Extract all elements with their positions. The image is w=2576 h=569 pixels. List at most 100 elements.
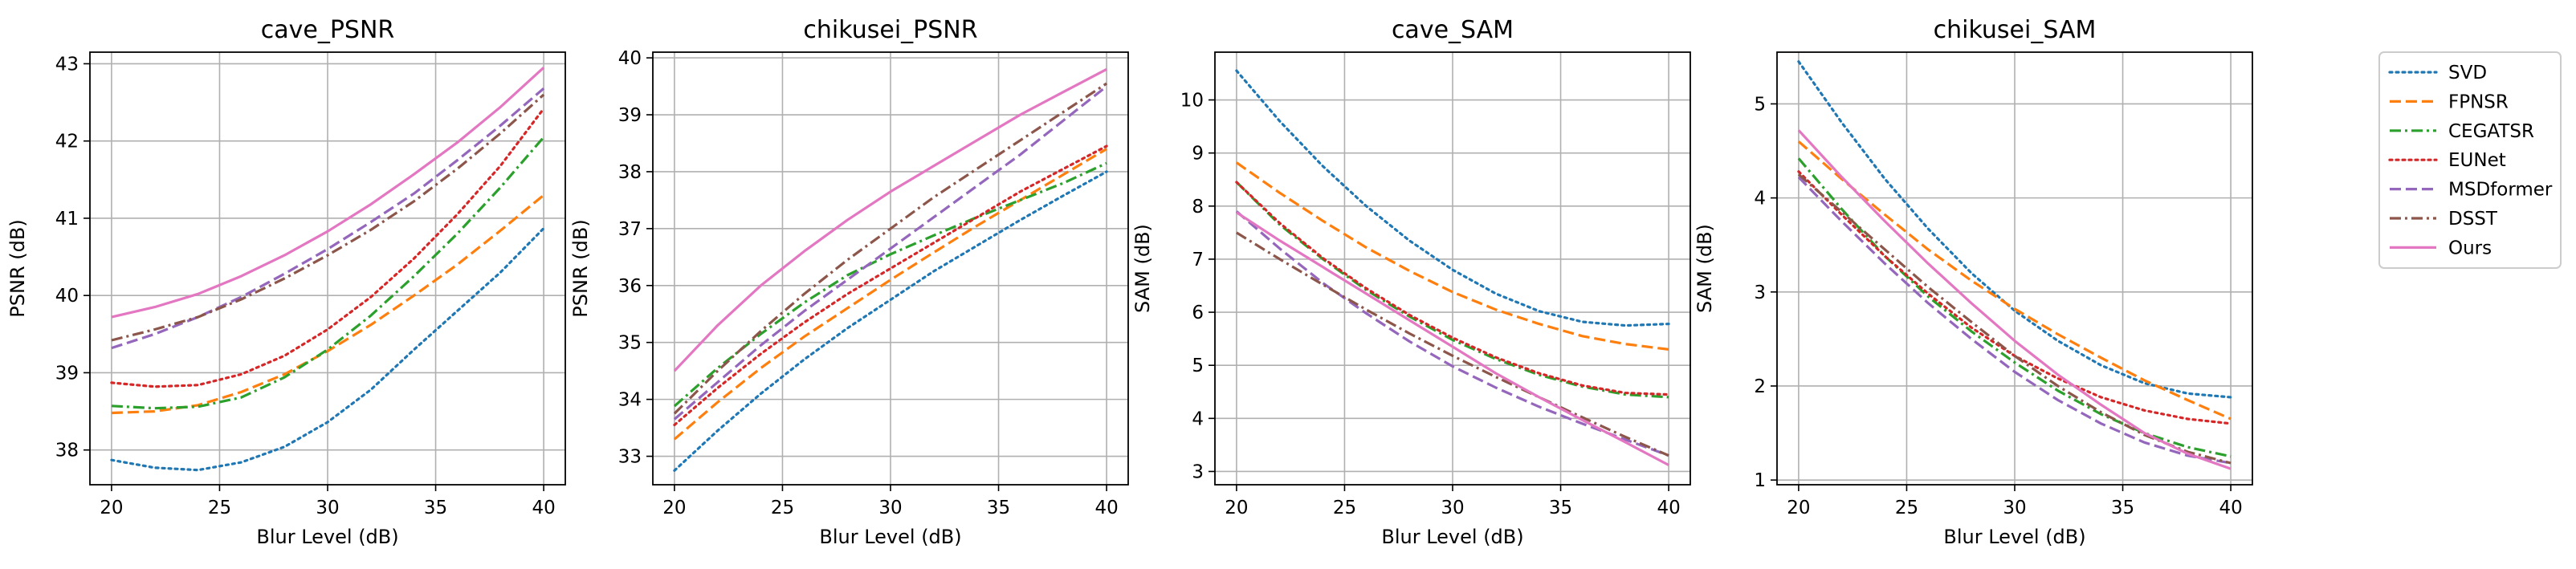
y-tick-label: 1 — [1754, 470, 1766, 491]
y-tick-label: 4 — [1754, 189, 1766, 209]
series-line-CEGATSR — [111, 136, 545, 410]
x-axis-label: Blur Level (dB) — [1381, 526, 1523, 548]
y-tick-label: 40 — [618, 48, 642, 69]
y-tick-label: 2 — [1754, 376, 1766, 397]
y-axis-label: PSNR (dB) — [569, 219, 592, 317]
x-tick-label: 25 — [1895, 498, 1918, 518]
series-line-DSST — [111, 93, 545, 342]
y-axis-label: SAM (dB) — [1131, 224, 1154, 313]
series-line-FPNSR — [673, 148, 1107, 441]
series-line-EUNet — [110, 107, 545, 388]
series-line-SVD — [673, 170, 1108, 472]
series-line-FPNSR — [1235, 161, 1669, 351]
chart-panel-cave_SAM: 20 25 30 35 40 3 4 5 6 7 8 9 10 cave_SAM Blur Level (d… — [1131, 16, 1691, 548]
y-tick-label: 41 — [55, 209, 79, 230]
series-line-Ours — [111, 67, 545, 319]
x-tick-label: 20 — [1225, 498, 1248, 518]
y-tick-label: 42 — [55, 132, 79, 152]
y-axis-label: PSNR (dB) — [6, 219, 29, 317]
series-line-Ours — [1236, 211, 1669, 466]
chart-panel-chikusei_PSNR: 20 25 30 35 40 33 34 35 36 37 38 39 40 chikusei_PSNR B… — [569, 16, 1129, 548]
series-line-EUNet — [673, 144, 1108, 427]
x-tick-label: 40 — [2219, 498, 2242, 518]
y-tick-label: 36 — [618, 276, 642, 297]
gridlines — [90, 52, 565, 485]
y-tick-label: 38 — [618, 162, 642, 183]
y-tick-label: 33 — [618, 447, 642, 468]
series-line-CEGATSR — [1797, 157, 2232, 458]
series-lines — [110, 67, 545, 472]
y-tick-label: 37 — [618, 219, 642, 240]
y-axis-label: SAM (dB) — [1694, 224, 1716, 313]
x-tick-label: 30 — [2003, 498, 2026, 518]
series-line-FPNSR — [1797, 140, 2232, 421]
x-tick-label: 25 — [1333, 498, 1356, 518]
y-tick-label: 7 — [1192, 250, 1204, 270]
x-tick-label: 20 — [662, 498, 686, 518]
series-line-Ours — [673, 67, 1107, 372]
series-lines — [673, 67, 1108, 472]
legend-label-Ours: Ours — [2448, 238, 2492, 258]
legend-label-MSDformer: MSDformer — [2448, 180, 2553, 201]
chart-panel-cave_PSNR: 20 25 30 35 40 38 39 40 41 42 43 cave_PSNR Blur Leve… — [6, 16, 566, 548]
x-tick-label: 40 — [1094, 498, 1118, 518]
y-tick-label: 4 — [1192, 408, 1204, 429]
x-axis-label: Blur Level (dB) — [819, 526, 961, 548]
legend-frame — [2378, 51, 2562, 269]
x-tick-label: 35 — [1549, 498, 1572, 518]
chart-title: cave_PSNR — [261, 16, 395, 44]
y-tick-label: 34 — [618, 390, 642, 411]
x-tick-label: 40 — [532, 498, 555, 518]
series-lines — [1797, 60, 2232, 470]
series-lines — [1235, 69, 1670, 466]
x-tick-label: 30 — [1441, 498, 1464, 518]
series-line-CEGATSR — [673, 161, 1107, 408]
x-axis-label: Blur Level (dB) — [256, 526, 398, 548]
x-tick-label: 35 — [424, 498, 447, 518]
series-line-SVD — [1235, 69, 1670, 327]
series-line-MSDformer — [673, 85, 1108, 421]
chart-title: cave_SAM — [1392, 16, 1514, 44]
y-tick-label: 5 — [1192, 356, 1204, 376]
x-tick-label: 40 — [1657, 498, 1680, 518]
series-line-MSDformer — [1797, 176, 2232, 465]
legend-label-CEGATSR: CEGATSR — [2448, 121, 2534, 142]
y-tick-label: 40 — [55, 286, 79, 307]
series-line-SVD — [110, 226, 545, 472]
gridlines — [1215, 52, 1690, 485]
y-tick-label: 39 — [618, 105, 642, 126]
y-tick-label: 39 — [55, 363, 79, 384]
chart-title: chikusei_SAM — [1934, 16, 2097, 44]
y-tick-label: 3 — [1754, 282, 1766, 303]
series-line-EUNet — [1235, 181, 1670, 396]
legend-label-DSST: DSST — [2448, 209, 2498, 230]
series-line-MSDformer — [1235, 210, 1669, 457]
x-tick-label: 25 — [208, 498, 231, 518]
chart-title: chikusei_PSNR — [803, 16, 977, 44]
legend-label-SVD: SVD — [2448, 63, 2487, 83]
y-tick-label: 9 — [1192, 144, 1204, 165]
x-tick-label: 20 — [100, 498, 123, 518]
chart-panel-chikusei_SAM: 20 25 30 35 40 1 2 3 4 5 chikusei_SAM Blur Level (d… — [1694, 16, 2253, 548]
x-tick-label: 30 — [316, 498, 339, 518]
x-axis-label: Blur Level (dB) — [1943, 526, 2085, 548]
y-tick-label: 35 — [618, 333, 642, 354]
x-tick-label: 30 — [878, 498, 902, 518]
series-line-DSST — [1236, 231, 1669, 457]
y-tick-label: 6 — [1192, 303, 1204, 323]
series-line-Ours — [1797, 129, 2232, 470]
x-tick-label: 35 — [2111, 498, 2134, 518]
y-tick-label: 3 — [1192, 461, 1204, 482]
y-tick-label: 10 — [1180, 91, 1204, 112]
legend-label-EUNet: EUNet — [2448, 150, 2506, 171]
y-tick-label: 43 — [55, 54, 79, 75]
gridlines — [1777, 52, 2252, 485]
y-tick-label: 38 — [55, 441, 79, 461]
legend-label-FPNSR: FPNSR — [2448, 91, 2509, 112]
x-tick-label: 35 — [987, 498, 1010, 518]
x-tick-label: 25 — [771, 498, 794, 518]
y-tick-label: 5 — [1754, 94, 1766, 115]
x-tick-label: 20 — [1787, 498, 1810, 518]
